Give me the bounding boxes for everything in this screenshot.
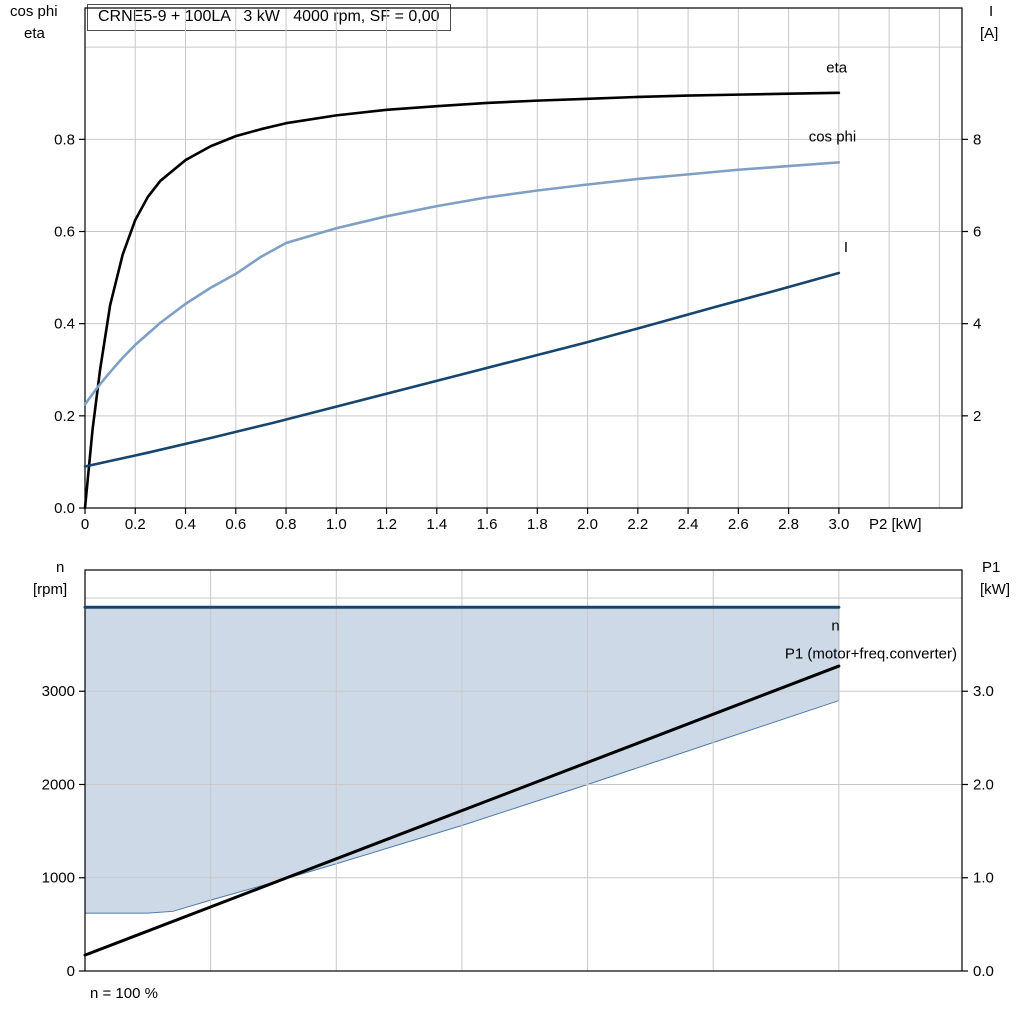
svg-text:1.8: 1.8 [527,516,548,533]
efficiency-current-chart: 0 0.2 0.4 0.6 0.8 1.0 1.2 1.4 1.6 1.8 2.0 2.2 2.4 2.6… [54,7,981,533]
svg-text:2: 2 [973,408,981,425]
svg-text:1.2: 1.2 [376,516,397,533]
top-right-axis-label-amps: [A] [980,25,999,42]
svg-text:3.0: 3.0 [973,683,994,700]
bottom-left-axis-label-rpm: [rpm] [33,581,68,598]
bottom-left-axis-label-n: n [56,559,65,576]
svg-text:0.8: 0.8 [276,516,297,533]
svg-text:P1 (motor+freq.converter): P1 (motor+freq.converter) [785,646,957,663]
svg-text:3.0: 3.0 [828,516,849,533]
svg-text:0.0: 0.0 [54,500,75,517]
svg-text:3000: 3000 [42,683,75,700]
top-left-axis-label-cosphi: cos phi [10,3,58,20]
svg-text:P2 [kW]: P2 [kW] [869,516,922,533]
svg-text:6: 6 [973,224,981,241]
svg-text:0.0: 0.0 [973,963,994,980]
svg-text:I: I [844,239,848,256]
bottom-right-axis-label-p1: P1 [982,559,1001,576]
svg-text:0.6: 0.6 [225,516,246,533]
svg-text:0.2: 0.2 [125,516,146,533]
svg-text:eta: eta [826,60,848,77]
svg-text:0.4: 0.4 [54,316,75,333]
svg-text:8: 8 [973,131,981,148]
svg-text:2.8: 2.8 [778,516,799,533]
speed-percentage-note: n = 100 % [90,985,158,1002]
svg-text:2.0: 2.0 [973,776,994,793]
svg-text:2.0: 2.0 [577,516,598,533]
svg-text:0: 0 [67,963,75,980]
svg-text:1.0: 1.0 [973,870,994,887]
top-right-axis-label-i: I [989,3,994,20]
svg-text:1000: 1000 [42,870,75,887]
top-left-axis-label-eta: eta [24,25,45,42]
svg-text:cos phi: cos phi [809,129,857,146]
speed-power-chart: 0 1000 2000 3000 0.0 1.0 2.0 3.0 n P1 (motor+freq… [42,569,994,980]
svg-text:0.2: 0.2 [54,408,75,425]
svg-text:0.6: 0.6 [54,224,75,241]
bottom-right-axis-label-kw: [kW] [980,581,1010,598]
svg-text:0: 0 [81,516,89,533]
svg-text:4: 4 [973,316,981,333]
svg-text:2000: 2000 [42,776,75,793]
svg-text:1.4: 1.4 [426,516,447,533]
svg-text:0.4: 0.4 [175,516,196,533]
svg-text:1.6: 1.6 [477,516,498,533]
svg-text:2.2: 2.2 [627,516,648,533]
svg-text:2.4: 2.4 [678,516,699,533]
svg-text:2.6: 2.6 [728,516,749,533]
svg-text:n: n [831,618,839,635]
svg-text:0.8: 0.8 [54,131,75,148]
svg-text:1.0: 1.0 [326,516,347,533]
